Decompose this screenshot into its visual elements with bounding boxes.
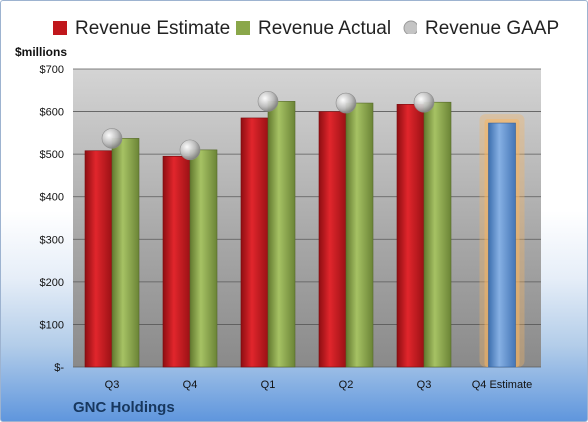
y-tick-label: $100 [40, 319, 64, 331]
x-tick-label: Q3 [105, 379, 120, 391]
bar-revenue-estimate [396, 104, 425, 368]
bar-revenue-actual [423, 101, 452, 368]
legend-label-actual: Revenue Actual [258, 18, 392, 39]
legend: Revenue Estimate Revenue Actual Revenue … [1, 15, 587, 43]
y-tick-label: $700 [40, 64, 64, 76]
y-tick-label: $500 [40, 149, 64, 161]
y-tick-label: $- [54, 362, 64, 374]
bar-revenue-actual [111, 138, 140, 368]
bar-revenue-estimate [240, 117, 269, 368]
bar-revenue-estimate [162, 155, 191, 368]
marker-revenue-gaap [335, 92, 357, 114]
legend-label-estimate: Revenue Estimate [75, 18, 231, 39]
gaap-markers [101, 91, 435, 161]
plot-background [73, 69, 541, 367]
marker-revenue-gaap [179, 139, 201, 161]
marker-revenue-gaap [257, 91, 279, 112]
bar-revenue-actual [189, 149, 218, 368]
y-tick-label: $600 [40, 107, 64, 119]
y-axis-ticks: $- $100 $200 $300 $400 $500 $600 $700 [40, 64, 65, 374]
y-tick-label: $200 [40, 277, 64, 289]
legend-swatch-estimate [53, 21, 67, 35]
bar-revenue-actual [345, 102, 374, 368]
x-tick-label: Q4 Estimate [472, 379, 533, 391]
bar-revenue-actual [267, 101, 296, 368]
x-axis-ticks: Q3 Q4 Q1 Q2 Q3 Q4 Estimate [105, 379, 533, 391]
bar-q4-estimate [488, 122, 516, 368]
bar-revenue-estimate [84, 150, 113, 368]
marker-revenue-gaap [101, 128, 123, 149]
x-tick-label: Q2 [339, 379, 354, 391]
legend-swatch-gaap [403, 20, 417, 34]
grid-lines [73, 68, 541, 368]
x-tick-label: Q1 [261, 379, 276, 391]
bars [84, 101, 525, 368]
bar-revenue-estimate [318, 111, 347, 368]
legend-label-gaap: Revenue GAAP [425, 18, 560, 39]
y-tick-label: $400 [40, 192, 64, 204]
x-tick-label: Q3 [417, 379, 432, 391]
y-axis-unit-label: $millions [15, 45, 68, 59]
company-name: GNC Holdings [73, 399, 175, 416]
y-tick-label: $300 [40, 234, 64, 246]
x-tick-label: Q4 [183, 379, 198, 391]
legend-swatch-actual [236, 21, 250, 35]
marker-revenue-gaap [413, 91, 435, 113]
